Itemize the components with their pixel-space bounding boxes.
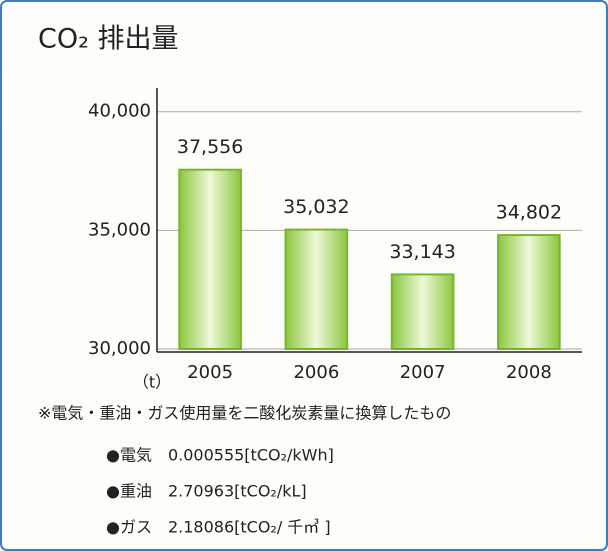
chart-title: CO₂ 排出量 [38,24,179,55]
bar [497,234,561,350]
value-label: 37,556 [177,136,243,158]
y-tick-label: 30,000 [88,338,151,359]
x-tick-label: 2007 [400,362,446,383]
x-tick-label: 2006 [293,362,339,383]
factor: ●電気 0.000555[tCO₂/kWh] [106,446,334,465]
x-tick-label: 2008 [506,362,552,383]
bar [178,168,242,350]
value-label: 33,143 [389,241,455,263]
value-label: 35,032 [283,196,349,218]
value-label: 34,802 [496,202,562,224]
factor: ●ガス 2.18086[tCO₂/ 千㎥ ] [106,518,331,537]
factor: ●重油 2.70963[tCO₂/kL] [106,482,307,501]
y-tick-label: 35,000 [88,219,151,240]
unit-label: （t） [133,373,171,392]
note: ※電気・重油・ガス使用量を二酸化炭素量に換算したもの [38,404,451,423]
bar [284,228,349,351]
bar [390,273,455,350]
x-tick-label: 2005 [187,362,233,383]
y-tick-label: 40,000 [88,101,151,122]
